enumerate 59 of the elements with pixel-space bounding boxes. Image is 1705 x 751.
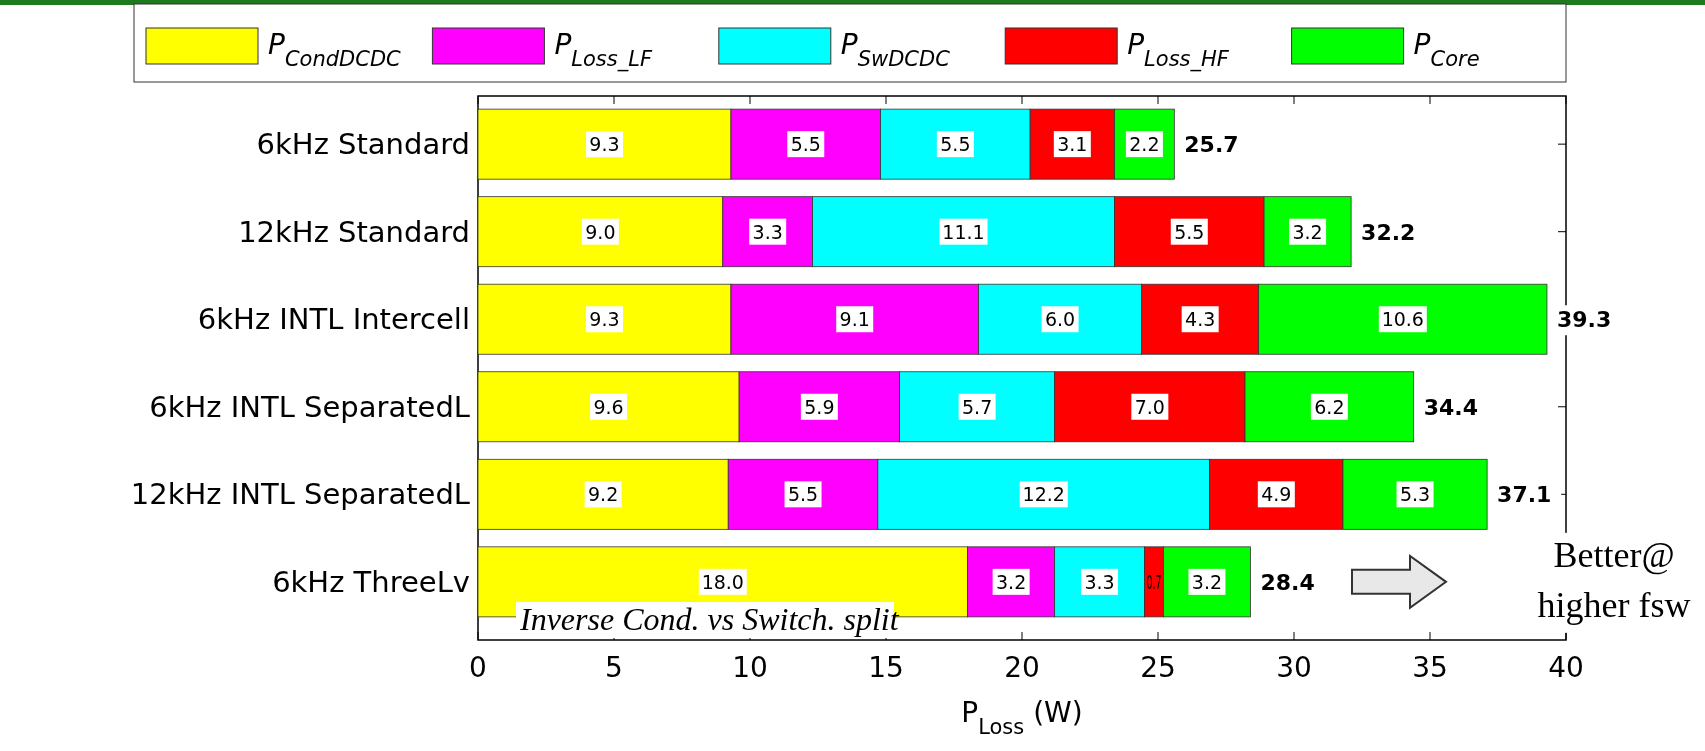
- total-label: 37.1: [1497, 482, 1552, 508]
- y-tick-label: 12kHz Standard: [238, 214, 470, 249]
- total-label: 28.4: [1260, 569, 1315, 595]
- x-tick-label: 20: [1004, 651, 1040, 684]
- legend-label: P$_{Loss_HF}$: [1127, 28, 1230, 72]
- y-tick-label: 6kHz INTL Intercell: [197, 302, 470, 337]
- x-tick-label: 35: [1412, 651, 1448, 684]
- data-label: 18.0: [701, 570, 744, 593]
- data-label: 4.9: [1261, 483, 1292, 506]
- data-label: 9.3: [589, 308, 620, 331]
- data-label: 7.0: [1134, 395, 1165, 418]
- data-label: 5.9: [804, 395, 835, 418]
- data-label: 3.3: [752, 220, 783, 243]
- data-label: 9.3: [589, 133, 620, 156]
- data-label: 6.2: [1314, 395, 1345, 418]
- data-label: 9.1: [839, 308, 870, 331]
- total-label: 25.7: [1184, 132, 1239, 158]
- x-axis-title: P$_{Loss}$ (W): [961, 696, 1083, 739]
- data-label: 5.7: [962, 395, 993, 418]
- x-tick-label: 30: [1276, 651, 1312, 684]
- y-tick-label: 6kHz INTL SeparatedL: [149, 389, 470, 424]
- data-label: 3.2: [1292, 220, 1323, 243]
- data-label: 5.3: [1399, 483, 1431, 506]
- data-label: 9.2: [588, 483, 619, 506]
- y-tick-label: 12kHz INTL SeparatedL: [130, 477, 470, 512]
- data-label: 5.5: [940, 133, 971, 156]
- data-label: 6.0: [1044, 308, 1076, 331]
- legend-label: P$_{Core}$: [1413, 28, 1480, 71]
- data-label: 5.5: [790, 133, 821, 156]
- data-label: 5.5: [1174, 220, 1205, 243]
- data-label: 10.6: [1381, 308, 1424, 331]
- total-label: 39.3: [1556, 307, 1612, 333]
- legend-label: P$_{CondDCDC}$: [268, 28, 402, 71]
- data-label: 9.0: [585, 220, 616, 243]
- x-tick-label: 25: [1140, 651, 1176, 684]
- x-tick-label: 5: [605, 651, 623, 684]
- data-label: 9.6: [593, 395, 624, 418]
- legend-label: P$_{Loss_LF}$: [554, 28, 653, 72]
- legend-label: P$_{SwDCDC}$: [840, 28, 951, 71]
- y-tick-label: 6kHz ThreeLv: [272, 564, 470, 599]
- data-label: 3.2: [1191, 570, 1223, 593]
- x-tick-label: 10: [732, 651, 768, 684]
- data-label: 0.7: [1146, 570, 1177, 593]
- data-label: 11.1: [942, 220, 985, 243]
- y-tick-label: 6kHz Standard: [256, 127, 470, 162]
- data-label: 4.3: [1185, 308, 1216, 331]
- x-tick-label: 40: [1548, 651, 1584, 684]
- data-label: 3.1: [1057, 133, 1088, 156]
- x-tick-label: 15: [868, 651, 904, 684]
- data-label: 3.3: [1084, 570, 1115, 593]
- x-tick-label: 0: [469, 651, 487, 684]
- annotation: Better@ higher fsw: [1537, 534, 1691, 625]
- data-label: 2.2: [1129, 133, 1160, 156]
- total-label: 32.2: [1361, 219, 1416, 245]
- data-label: 12.2: [1022, 483, 1065, 506]
- total-label: 34.4: [1423, 394, 1478, 420]
- data-label: 3.2: [996, 570, 1027, 593]
- data-label: 5.5: [787, 483, 819, 506]
- annotation: Inverse Cond. vs Switch. split: [519, 601, 900, 637]
